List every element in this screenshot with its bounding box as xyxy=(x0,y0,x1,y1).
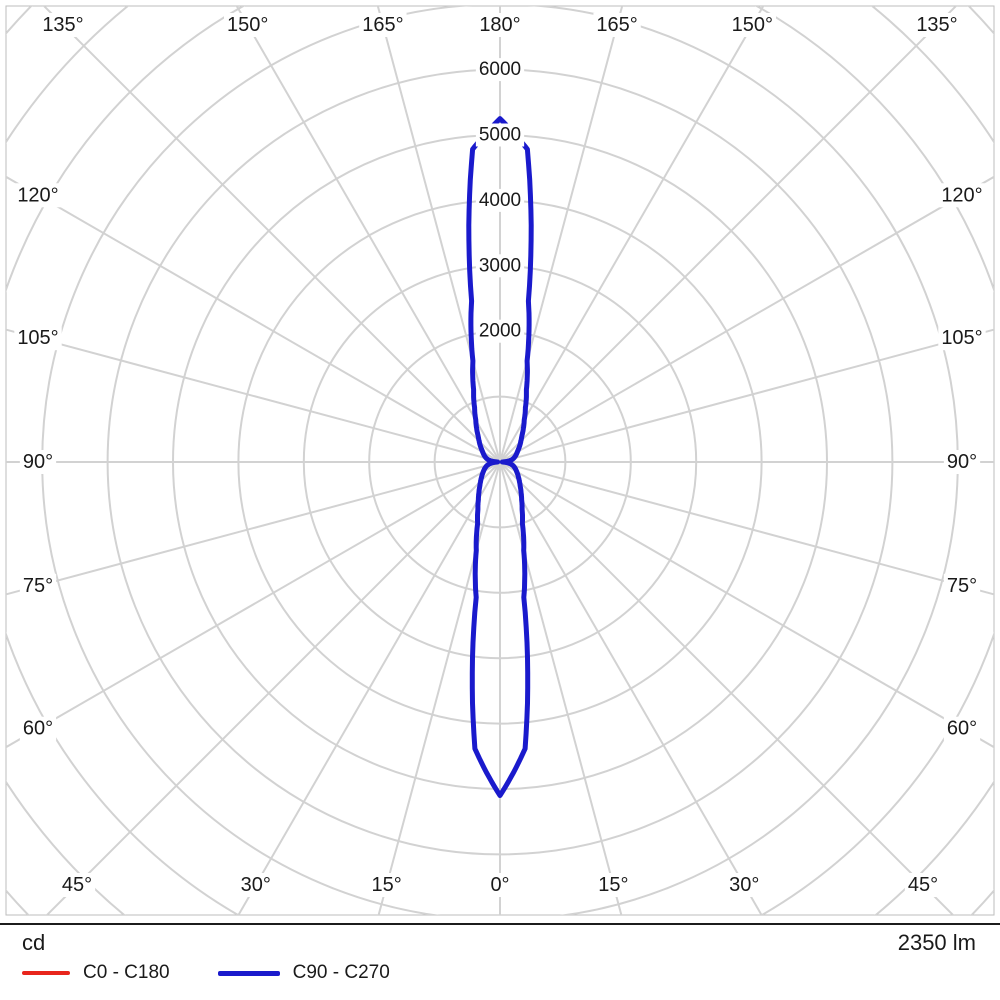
label-mask xyxy=(368,873,405,897)
grid-spoke xyxy=(499,461,994,596)
grid-spoke xyxy=(6,461,501,749)
angle-label: 180° xyxy=(479,14,520,36)
label-mask xyxy=(726,873,763,897)
angle-label: 45° xyxy=(62,874,92,896)
label-mask xyxy=(595,873,632,897)
luminous-flux-label: 2350 lm xyxy=(897,930,976,955)
legend: C0 - C180 C90 - C270 xyxy=(22,962,976,984)
angle-label: 120° xyxy=(17,184,58,206)
angle-label: 15° xyxy=(372,874,402,896)
angle-label: 60° xyxy=(23,718,53,740)
axis-labels: 2000 3000 4000 5000 6000 0° 15° 15° 30° 30° 45° 45°… xyxy=(14,13,986,897)
grid-spoke xyxy=(377,461,501,915)
label-mask xyxy=(943,573,981,598)
angle-label: 150° xyxy=(732,14,773,36)
footer-values-row: cd 2350 lm xyxy=(22,930,976,956)
label-mask xyxy=(58,873,96,897)
grid-spoke xyxy=(499,328,994,463)
angle-label: 135° xyxy=(42,14,83,36)
plot-area: 2000 3000 4000 5000 6000 0° 15° 15° 30° 30° 45° 45°… xyxy=(6,6,994,915)
legend-item-c0-c180: C0 - C180 xyxy=(22,962,170,984)
ring-label: 6000 xyxy=(479,59,521,80)
angle-label: 90° xyxy=(23,451,53,473)
polar-chart-svg: 2000 3000 4000 5000 6000 0° 15° 15° 30° 30° 45° 45°… xyxy=(5,5,995,916)
grid-spoke xyxy=(6,328,501,463)
angle-label: 90° xyxy=(947,451,977,473)
label-mask xyxy=(728,13,776,37)
polar-chart: 2000 3000 4000 5000 6000 0° 15° 15° 30° 30° 45° 45°… xyxy=(0,5,1000,925)
label-mask xyxy=(19,450,57,474)
grid-spoke xyxy=(235,6,501,463)
label-mask xyxy=(913,13,961,37)
label-mask xyxy=(19,573,57,598)
chart-footer: cd 2350 lm C0 - C180 C90 - C270 xyxy=(0,925,1000,1000)
label-mask xyxy=(14,183,62,208)
label-mask xyxy=(237,873,274,897)
grid-spoke xyxy=(499,6,765,463)
legend-line-blue xyxy=(217,970,280,976)
label-mask xyxy=(943,450,981,474)
angle-label: 15° xyxy=(598,874,628,896)
angle-label: 0° xyxy=(490,874,509,896)
grid-spoke xyxy=(499,175,994,463)
label-mask xyxy=(938,326,986,351)
angle-label: 75° xyxy=(23,575,53,597)
angle-label: 165° xyxy=(362,14,403,36)
angle-label: 150° xyxy=(227,14,268,36)
angle-label: 135° xyxy=(916,14,957,36)
label-mask xyxy=(475,319,525,343)
grid-spoke xyxy=(6,175,501,463)
label-mask xyxy=(476,13,524,37)
label-mask xyxy=(593,13,641,37)
grid-spoke xyxy=(499,461,994,749)
grid-spoke xyxy=(499,6,624,463)
angle-label: 45° xyxy=(908,874,938,896)
grid-spoke xyxy=(376,6,501,463)
label-mask xyxy=(904,873,942,897)
unit-label: cd xyxy=(22,930,46,955)
label-mask xyxy=(19,716,57,741)
label-mask xyxy=(359,13,407,37)
angle-label: 60° xyxy=(947,718,977,740)
label-mask xyxy=(487,873,513,897)
ring-label: 3000 xyxy=(479,255,521,276)
ring-label: 4000 xyxy=(479,190,521,211)
legend-line-red xyxy=(22,971,70,975)
ring-label: 2000 xyxy=(479,321,521,342)
curve-c90-c270 xyxy=(466,116,534,798)
grid-spoke xyxy=(499,461,623,915)
grid-spoke xyxy=(42,6,501,463)
angle-label: 105° xyxy=(941,327,982,349)
grid-spoke xyxy=(6,461,501,596)
label-mask xyxy=(14,326,62,351)
label-mask xyxy=(475,254,525,278)
label-mask xyxy=(475,123,525,147)
grid-spoke xyxy=(45,461,501,915)
legend-item-c90-c270: C90 - C270 xyxy=(217,962,390,984)
angle-label: 105° xyxy=(17,327,58,349)
label-mask xyxy=(475,58,525,82)
legend-label-c90-c270: C90 - C270 xyxy=(292,962,390,983)
angle-label: 30° xyxy=(729,874,759,896)
angle-label: 75° xyxy=(947,575,977,597)
label-mask xyxy=(39,13,87,37)
label-mask xyxy=(475,188,525,212)
curves xyxy=(466,116,534,798)
label-mask xyxy=(224,13,272,37)
grid-spoke xyxy=(499,461,763,915)
grid-spoke xyxy=(237,461,501,915)
grid-spoke xyxy=(499,6,958,463)
angle-label: 120° xyxy=(941,184,982,206)
angle-label: 30° xyxy=(241,874,271,896)
legend-label-c0-c180: C0 - C180 xyxy=(83,962,170,983)
grid-spoke xyxy=(499,461,955,915)
label-mask xyxy=(938,183,986,208)
angle-label: 165° xyxy=(596,14,637,36)
ring-label: 5000 xyxy=(479,125,521,146)
label-mask xyxy=(943,716,981,741)
